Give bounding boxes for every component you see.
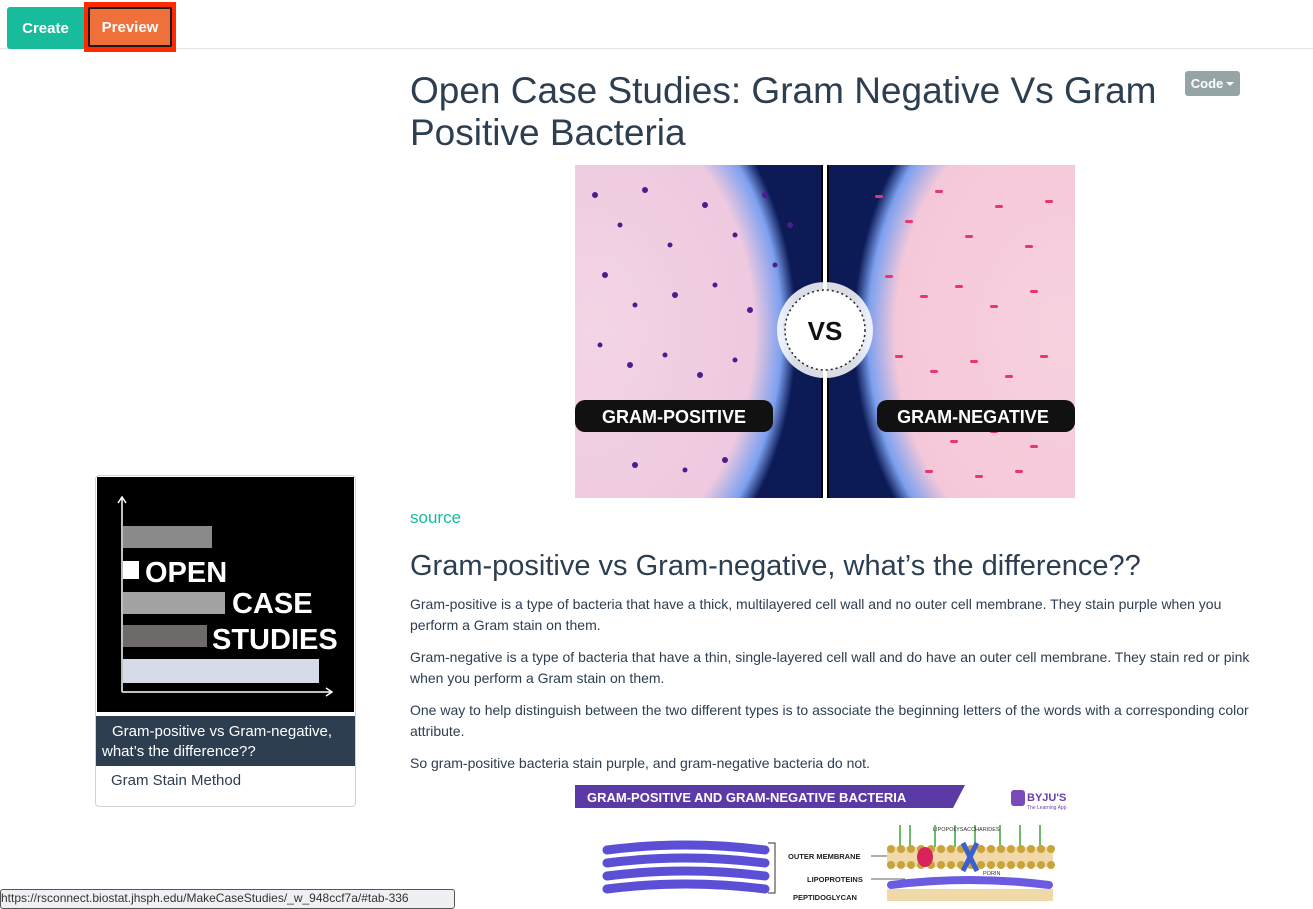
paragraph-gram-negative: Gram-negative is a type of bacteria that… — [410, 649, 1250, 686]
section-heading: Gram-positive vs Gram-negative, what’s t… — [410, 550, 1141, 582]
label-porin: PORIN — [983, 871, 1000, 877]
gram-negative-label: GRAM-NEGATIVE — [897, 407, 1049, 427]
label-peptidoglycan: PEPTIDOGLYCAN — [793, 893, 857, 901]
top-toolbar: Create Preview — [0, 0, 1313, 52]
paragraph-gram-positive: Gram-positive is a type of bacteria that… — [410, 596, 1222, 633]
preview-button[interactable]: Preview — [88, 7, 172, 47]
logo-case: CASE — [232, 588, 313, 620]
label-outer-membrane: OUTER MEMBRANE — [788, 852, 861, 861]
byjus-logo-icon — [1011, 790, 1025, 806]
code-dropdown-label: Code — [1190, 76, 1224, 91]
paragraph-summary: So gram-positive bacteria stain purple, … — [410, 755, 870, 771]
diagram-banner: GRAM-POSITIVE AND GRAM-NEGATIVE BACTERIA — [587, 790, 907, 805]
bacteria-diagram-image: GRAM-POSITIVE AND GRAM-NEGATIVE BACTERIA… — [575, 785, 1075, 901]
code-dropdown-button[interactable]: Code — [1185, 71, 1240, 96]
logo-studies: STUDIES — [212, 624, 338, 656]
vs-label: VS — [808, 316, 843, 346]
diagram-brand: BYJU'S — [1027, 792, 1066, 804]
table-of-contents: OPEN CASE STUDIES Gram-positive vs Gram-… — [95, 475, 356, 807]
source-link[interactable]: source — [410, 508, 462, 527]
toc-item-label: Gram Stain Method — [111, 772, 242, 789]
toc-item-gram-difference[interactable]: Gram-positive vs Gram-negative, what’s t… — [96, 716, 355, 766]
create-button[interactable]: Create — [7, 7, 84, 49]
preview-button-highlight: Preview — [84, 2, 176, 52]
logo-open: OPEN — [145, 557, 227, 589]
label-lipoproteins: LIPOPROTEINS — [807, 875, 863, 884]
caret-down-icon — [1226, 81, 1235, 86]
gram-positive-label: GRAM-POSITIVE — [602, 407, 746, 427]
open-case-studies-logo: OPEN CASE STUDIES — [97, 477, 354, 712]
page-title: Open Case Studies: Gram Negative Vs Gram… — [410, 70, 1157, 153]
diagram-brand-sub: The Learning App — [1027, 805, 1067, 811]
gram-comparison-image: VS GRAM-POSITIVE GRAM-NEGATIVE — [575, 165, 1075, 498]
paragraph-distinguish: One way to help distinguish between the … — [410, 702, 1249, 739]
label-lipopolysaccharides: LIPOPOLYSACCHARIDES — [933, 827, 1000, 833]
toc-item-gram-stain-method[interactable]: Gram Stain Method — [111, 772, 241, 789]
toc-item-label: Gram-positive vs Gram-negative, what’s t… — [102, 723, 333, 760]
status-bar-url: https://rsconnect.biostat.jhsph.edu/Make… — [0, 889, 455, 909]
